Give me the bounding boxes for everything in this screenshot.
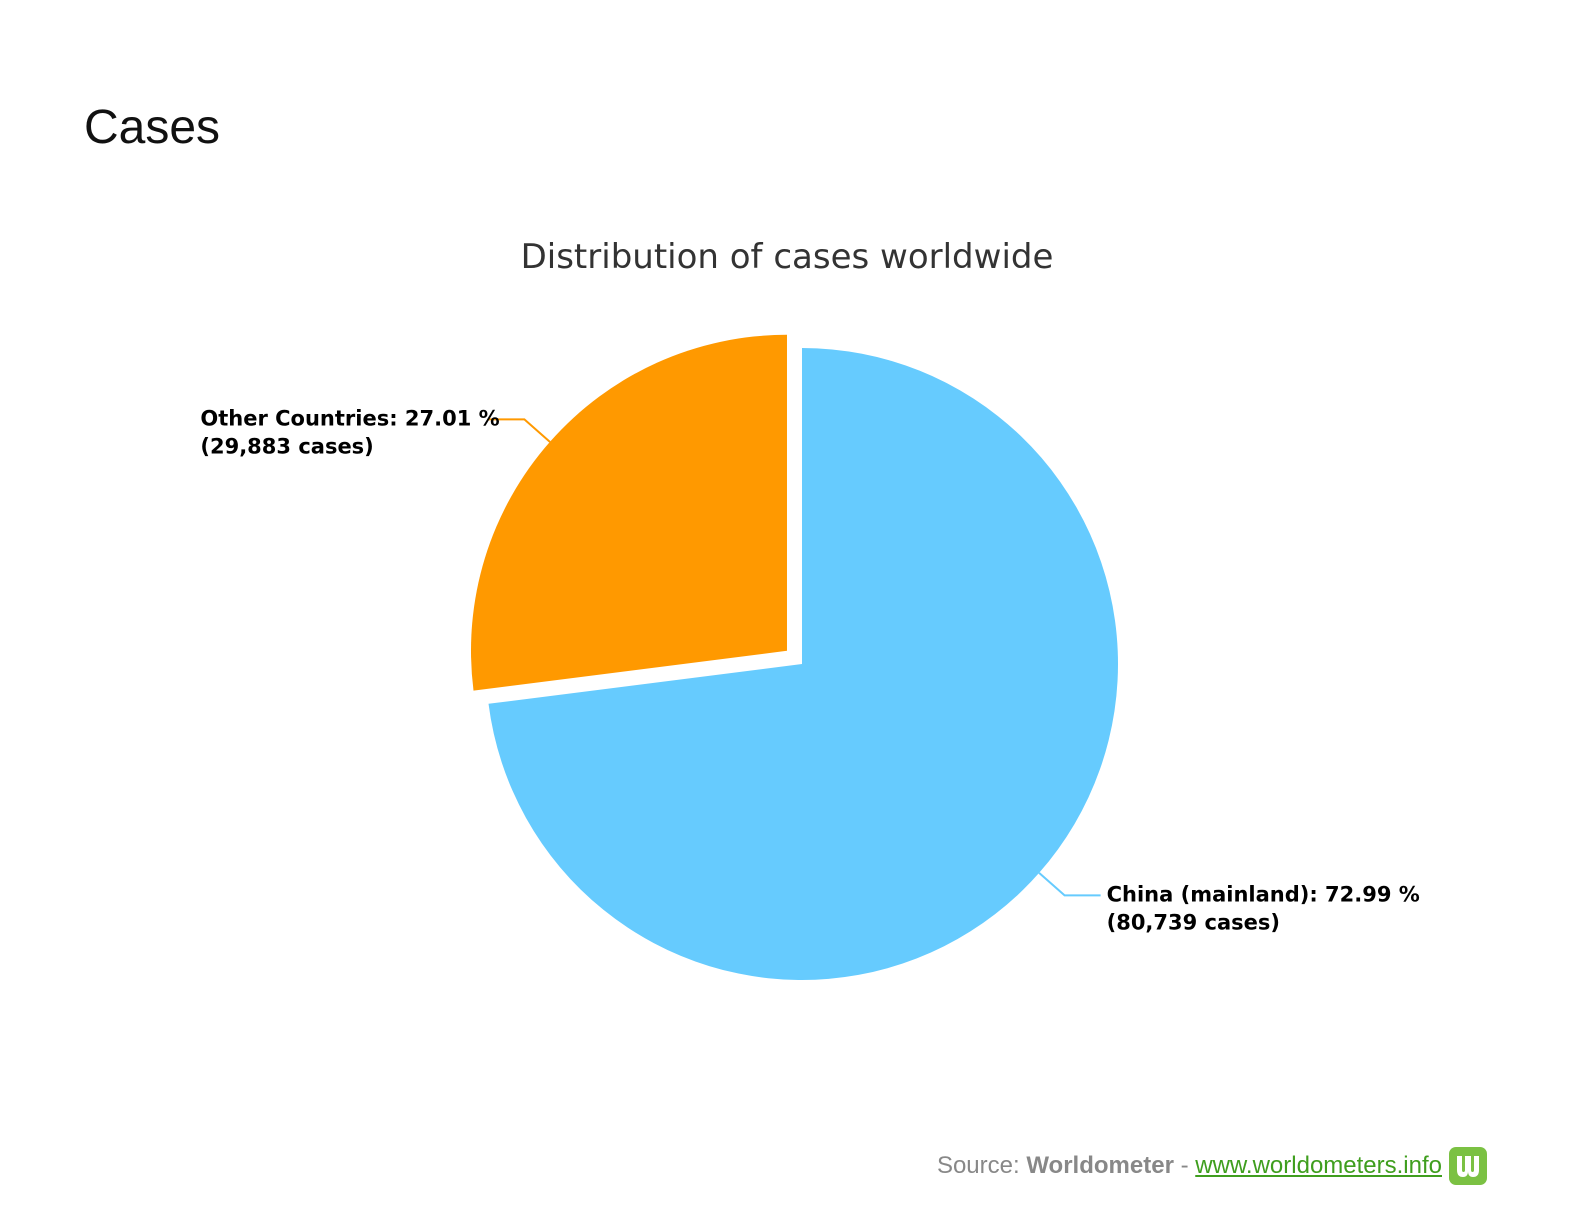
worldometer-w-logo-icon[interactable] <box>1448 1146 1488 1186</box>
connector-line <box>1038 872 1101 897</box>
chart-title: Distribution of cases worldwide <box>521 237 1054 277</box>
slice-data-label-cases: (29,883 cases) <box>200 434 373 458</box>
source-attribution: Source: Worldometer - www.worldometers.i… <box>937 1150 1442 1182</box>
source-prefix: Source: <box>936 1152 1020 1179</box>
source-separator: - <box>1180 1152 1189 1179</box>
pie-labels: China (mainland): 72.99 % (80,739 cases) O… <box>200 406 1419 934</box>
slice-data-label: China (mainland): 72.99 % <box>1107 882 1420 906</box>
connector-line <box>488 418 551 443</box>
page-heading: Cases <box>84 101 221 154</box>
pie-slice-china-mainland[interactable] <box>488 348 1118 981</box>
pie-slices <box>470 334 1118 981</box>
slice-data-label-cases: (80,739 cases) <box>1107 910 1280 934</box>
source-link[interactable]: www.worldometers.info <box>1195 1152 1442 1179</box>
slice-data-label: Other Countries: 27.01 % <box>200 406 499 430</box>
pie-slice-other-countries[interactable] <box>470 334 787 691</box>
source-brand: Worldometer <box>1026 1152 1174 1179</box>
